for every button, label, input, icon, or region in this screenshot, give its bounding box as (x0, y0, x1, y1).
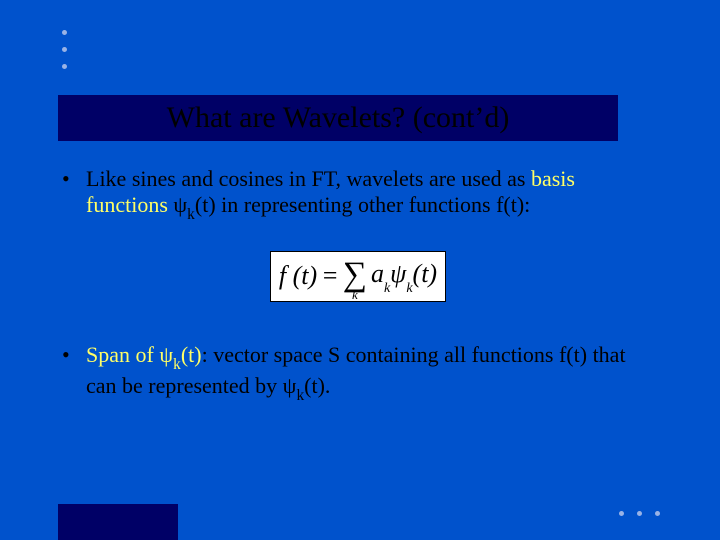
hl-post: (t) (181, 342, 202, 367)
slide-title: What are Wavelets? (cont’d) (167, 101, 510, 135)
subscript: k (173, 356, 181, 373)
hl-pre: Span of ψ (86, 342, 173, 367)
summation-icon: ∑ k (343, 260, 367, 302)
dot-icon (655, 511, 660, 516)
formula: f (t) = ∑ k akψk(t) (270, 251, 446, 303)
bullet-text: (t) in representing other functions f(t)… (195, 192, 530, 217)
subscript: k (187, 206, 195, 223)
formula-lhs: f (t) (279, 263, 317, 289)
decorative-block (58, 504, 178, 540)
slide: What are Wavelets? (cont’d) Like sines a… (0, 0, 720, 540)
decorative-dots-bottom (619, 511, 660, 516)
title-bar: What are Wavelets? (cont’d) (58, 95, 618, 141)
slide-body: Like sines and cosines in FT, wavelets a… (58, 166, 658, 427)
bullet-item: Span of ψk(t): vector space S containing… (58, 342, 658, 403)
formula-container: f (t) = ∑ k akψk(t) (58, 251, 658, 303)
formula-rhs: akψk(t) (371, 261, 437, 292)
sigma-symbol: ∑ (343, 260, 367, 291)
psi-arg: (t) (413, 259, 438, 288)
dot-icon (637, 511, 642, 516)
bullet-text: (t). (304, 373, 330, 398)
psi: ψ (390, 259, 406, 288)
bullet-text: Like sines and cosines in FT, wavelets a… (86, 166, 531, 191)
dot-icon (62, 30, 67, 35)
dot-icon (62, 64, 67, 69)
dot-icon (619, 511, 624, 516)
coef-a: a (371, 259, 384, 288)
subscript: k (296, 387, 304, 404)
summation-index: k (352, 288, 358, 301)
decorative-dots-top (62, 30, 67, 69)
bullet-text: ψ (168, 192, 187, 217)
bullet-item: Like sines and cosines in FT, wavelets a… (58, 166, 658, 223)
highlight-text: Span of ψk(t) (86, 342, 202, 367)
formula-eq: = (321, 263, 339, 289)
coef-k: k (384, 281, 390, 296)
dot-icon (62, 47, 67, 52)
psi-k: k (406, 281, 412, 296)
